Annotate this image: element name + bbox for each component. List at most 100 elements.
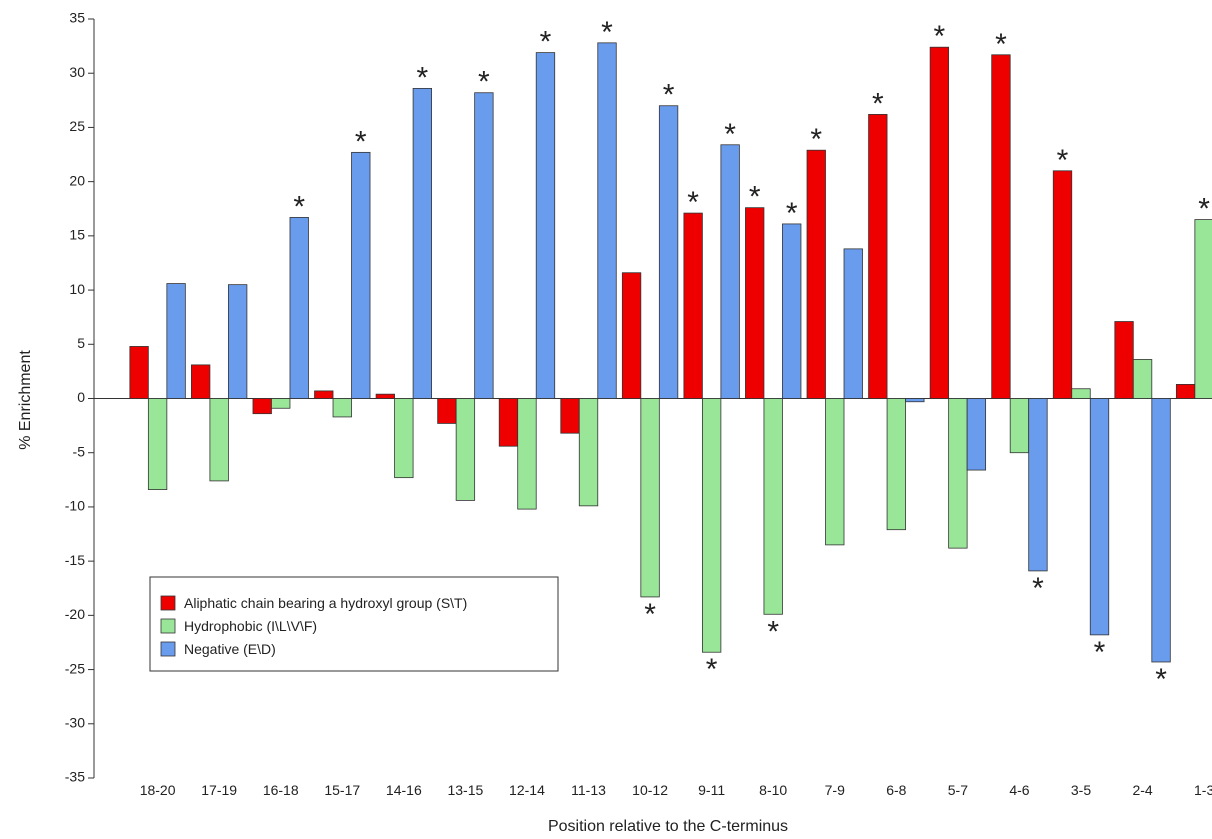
- bar: [1133, 359, 1152, 398]
- x-tick-label: 7-9: [825, 782, 845, 798]
- bar: [1072, 389, 1091, 399]
- x-tick-label: 1-3: [1194, 782, 1212, 798]
- x-tick-label: 6-8: [886, 782, 906, 798]
- bar: [967, 399, 986, 471]
- legend-label-hydrophobic: Hydrophobic (I\L\V\F): [184, 618, 317, 634]
- y-tick-label: 30: [69, 64, 85, 80]
- bar: [869, 114, 888, 398]
- bar: [191, 365, 210, 399]
- x-tick-label: 9-11: [698, 782, 725, 798]
- bar: [887, 399, 906, 530]
- legend-swatch-hydrophobic: [161, 619, 175, 633]
- bar: [1195, 220, 1212, 399]
- bar: [253, 399, 272, 414]
- bar: [438, 399, 457, 424]
- bar: [598, 43, 617, 399]
- significance-star: *: [1198, 193, 1210, 226]
- y-tick-label: -35: [65, 769, 85, 785]
- significance-star: *: [687, 186, 699, 219]
- y-tick-label: -30: [65, 714, 85, 730]
- bar: [536, 53, 555, 399]
- bar: [475, 93, 494, 399]
- significance-star: *: [416, 61, 428, 94]
- significance-star: *: [872, 87, 884, 120]
- bar: [1115, 322, 1134, 399]
- significance-star: *: [786, 197, 798, 230]
- legend-swatch-negative: [161, 642, 175, 656]
- bar: [721, 145, 740, 399]
- significance-star: *: [540, 26, 552, 59]
- bar: [456, 399, 475, 501]
- bar: [826, 399, 845, 545]
- bar: [561, 399, 580, 434]
- x-axis-title: Position relative to the C-terminus: [548, 818, 788, 835]
- bar: [992, 55, 1011, 399]
- x-tick-label: 2-4: [1132, 782, 1152, 798]
- bar: [702, 399, 721, 653]
- bar: [659, 106, 678, 399]
- x-tick-label: 10-12: [632, 782, 668, 798]
- bar: [228, 285, 247, 399]
- bar: [764, 399, 783, 615]
- bar: [579, 399, 598, 506]
- x-tick-label: 5-7: [948, 782, 968, 798]
- bar: [1152, 399, 1171, 662]
- x-tick-label: 12-14: [509, 782, 545, 798]
- significance-star: *: [1155, 663, 1167, 696]
- x-tick-label: 15-17: [324, 782, 360, 798]
- y-tick-label: 35: [69, 10, 85, 26]
- significance-star: *: [724, 118, 736, 151]
- bar: [271, 399, 290, 409]
- y-tick-label: 10: [69, 281, 85, 297]
- bar: [684, 213, 703, 398]
- significance-star: *: [293, 190, 305, 223]
- bar: [315, 391, 334, 399]
- x-tick-label: 14-16: [386, 782, 422, 798]
- bar: [148, 399, 167, 490]
- y-tick-label: 5: [77, 335, 85, 351]
- bar: [395, 399, 414, 478]
- x-tick-label: 3-5: [1071, 782, 1091, 798]
- bar: [782, 224, 801, 399]
- bar: [622, 273, 641, 399]
- significance-star: *: [749, 181, 761, 214]
- bar: [1090, 399, 1109, 635]
- significance-star: *: [934, 20, 946, 53]
- legend-label-negative: Negative (E\D): [184, 641, 276, 657]
- bar: [413, 88, 432, 398]
- bar: [210, 399, 229, 481]
- bar: [352, 152, 371, 398]
- bar: [930, 47, 949, 398]
- x-tick-label: 4-6: [1009, 782, 1029, 798]
- bar: [518, 399, 537, 510]
- y-tick-label: -5: [73, 443, 86, 459]
- bar: [949, 399, 968, 549]
- y-tick-label: 20: [69, 172, 85, 188]
- x-tick-label: 11-13: [571, 782, 606, 798]
- bar: [1029, 399, 1048, 571]
- significance-star: *: [995, 28, 1007, 61]
- significance-star: *: [1057, 144, 1069, 177]
- significance-star: *: [767, 615, 779, 648]
- significance-star: *: [1094, 636, 1106, 669]
- bar: [807, 150, 826, 398]
- bar: [1010, 399, 1028, 453]
- x-tick-label: 13-15: [447, 782, 483, 798]
- y-tick-label: 0: [77, 389, 85, 405]
- bar: [167, 284, 186, 399]
- significance-star: *: [706, 653, 718, 686]
- bar: [333, 399, 352, 417]
- significance-star: *: [355, 125, 367, 158]
- legend-swatch-aliphatic: [161, 596, 175, 610]
- significance-star: *: [1032, 572, 1044, 605]
- bar: [130, 346, 149, 398]
- significance-star: *: [644, 598, 656, 631]
- x-tick-label: 8-10: [759, 782, 787, 798]
- bar: [1176, 384, 1195, 398]
- y-axis-title: % Enrichment: [17, 350, 34, 450]
- y-tick-label: -15: [65, 552, 85, 568]
- bar: [745, 208, 764, 399]
- bar: [844, 249, 863, 399]
- significance-star: *: [478, 66, 490, 99]
